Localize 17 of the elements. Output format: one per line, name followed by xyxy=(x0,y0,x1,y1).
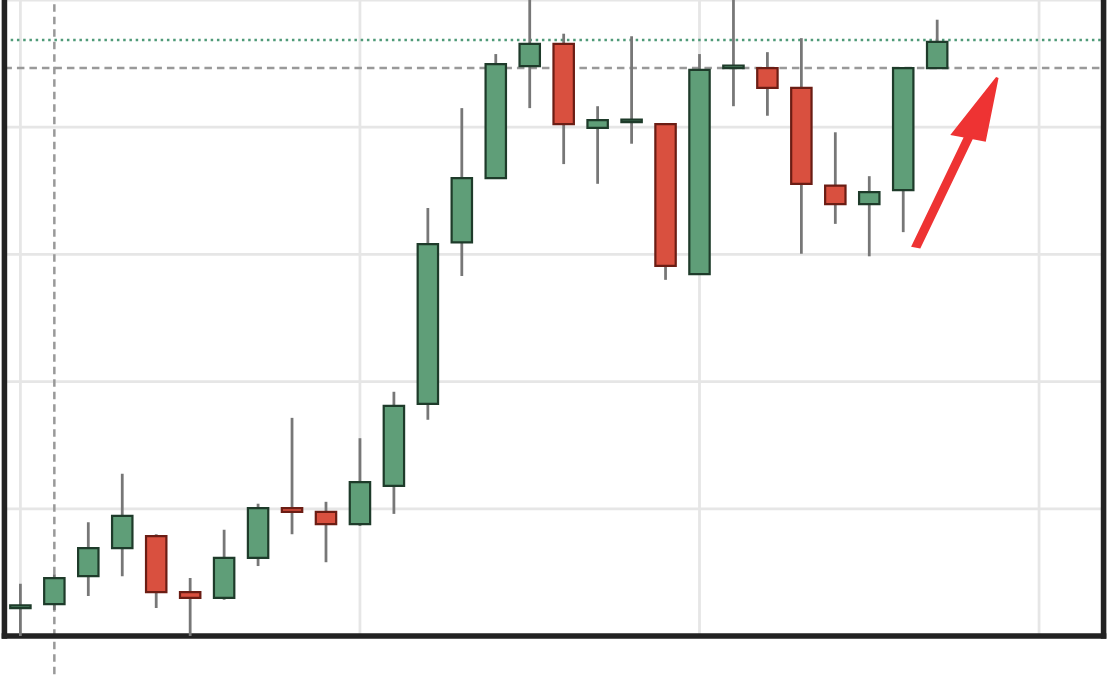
candlestick xyxy=(77,520,100,598)
candlestick xyxy=(925,18,949,70)
candlestick xyxy=(348,436,372,528)
candlestick xyxy=(824,130,847,226)
candlestick xyxy=(110,472,134,578)
candlestick xyxy=(518,0,542,110)
candlestick xyxy=(280,416,304,536)
candlestick xyxy=(620,34,643,146)
candlestick xyxy=(212,528,236,602)
candlestick xyxy=(857,174,881,258)
candlestick xyxy=(9,582,32,636)
candlestick xyxy=(314,500,338,564)
candlestick xyxy=(586,104,609,186)
candlestick xyxy=(178,576,202,636)
candlestick xyxy=(756,50,779,118)
candlestick xyxy=(43,572,66,612)
candlestick xyxy=(722,0,745,108)
